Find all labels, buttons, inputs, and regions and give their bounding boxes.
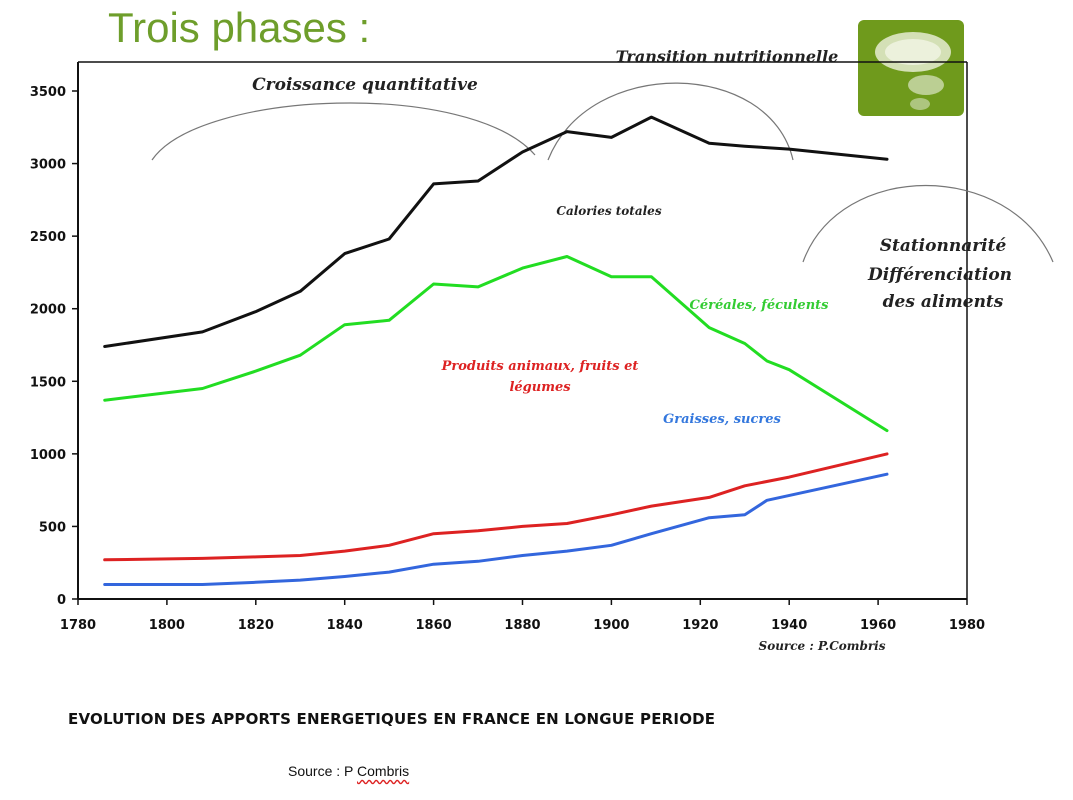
label-animal-products-line2: légumes — [509, 380, 571, 395]
source-name: Combris — [357, 763, 410, 779]
series-line-1 — [103, 255, 889, 433]
series-line-2 — [103, 452, 889, 562]
label-total-calories: Calories totales — [556, 204, 661, 218]
series-line-3 — [103, 472, 889, 586]
x-tick-label: 1960 — [860, 618, 896, 633]
x-tick-label: 1840 — [327, 618, 363, 633]
x-tick-label: 1980 — [949, 618, 985, 633]
x-tick-label: 1920 — [682, 618, 718, 633]
speech-bubbles-icon — [858, 20, 964, 116]
slide-title: Trois phases : — [108, 4, 371, 51]
y-tick-label: 0 — [57, 593, 66, 608]
chart-source: Source : P.Combris — [759, 639, 886, 653]
y-tick-label: 2500 — [30, 230, 66, 245]
phase3-arc — [802, 184, 1054, 263]
annotation-phase3-line3: des aliments — [883, 292, 1004, 312]
figure-caption: EVOLUTION DES APPORTS ENERGETIQUES EN FR… — [68, 710, 716, 728]
x-tick-label: 1940 — [771, 618, 807, 633]
y-tick-label: 3000 — [30, 158, 66, 173]
x-tick-label: 1860 — [416, 618, 452, 633]
source-prefix: Source : P — [288, 763, 358, 779]
x-tick-label: 1900 — [593, 618, 629, 633]
annotation-phase3-line1: Stationnarité — [880, 236, 1007, 256]
series-line-0 — [103, 115, 889, 348]
x-tick-label: 1880 — [504, 618, 540, 633]
y-tick-label: 3500 — [30, 85, 66, 100]
label-cereals: Céréales, féculents — [690, 298, 830, 313]
source-line: Source : P Combris — [288, 763, 409, 779]
annotation-phase1: Croissance quantitative — [252, 75, 478, 95]
x-tick-label: 1780 — [60, 618, 96, 633]
y-tick-label: 1500 — [30, 375, 66, 390]
y-tick-label: 500 — [39, 520, 66, 535]
y-tick-label: 2000 — [30, 303, 66, 318]
label-animal-products-line1: Produits animaux, fruits et — [441, 359, 639, 374]
line-chart: 0 500 1000 1500 2000 2500 3000 3500 1780 1800 1820… — [30, 47, 1054, 653]
x-tick-label: 1800 — [149, 618, 185, 633]
phase1-arc — [151, 102, 536, 161]
x-tick-label: 1820 — [238, 618, 274, 633]
phase2-arc — [547, 82, 794, 161]
annotation-phase3-line2: Différenciation — [867, 265, 1012, 285]
label-fats-sugars: Graisses, sucres — [663, 412, 781, 427]
annotation-phase2: Transition nutritionnelle — [616, 47, 839, 66]
y-tick-label: 1000 — [30, 448, 66, 463]
